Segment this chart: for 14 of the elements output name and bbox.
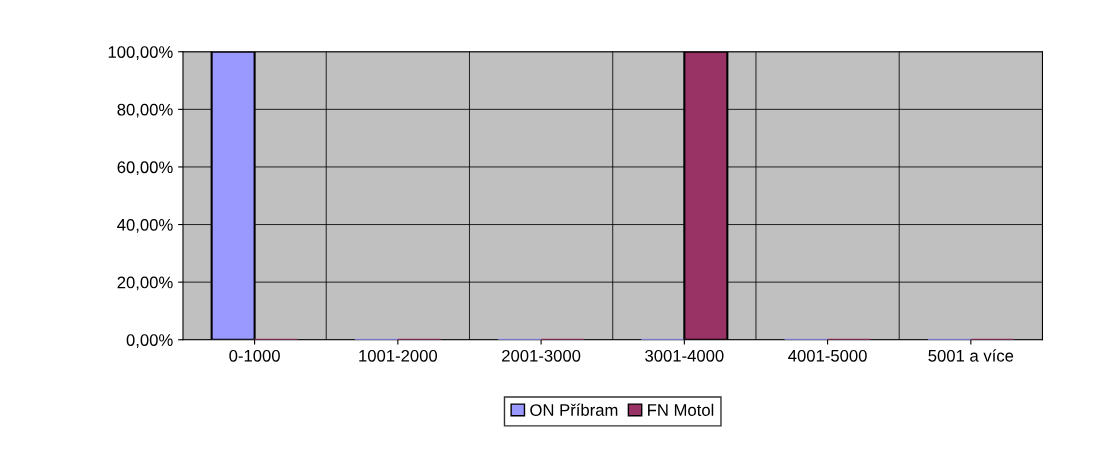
x-tick-label: 4001-5000 <box>788 349 867 362</box>
y-tick-label: 100,00% <box>108 46 173 60</box>
y-tick-label: 0,00% <box>126 334 173 348</box>
y-tick-label: 60,00% <box>117 161 173 176</box>
legend-label: ON Příbram <box>530 403 618 416</box>
y-tick-label: 40,00% <box>117 218 173 233</box>
x-tick-label: 2001-3000 <box>502 349 581 362</box>
y-tick-label: 80,00% <box>117 103 173 118</box>
legend-label: FN Motol <box>648 403 714 416</box>
y-tick-label: 20,00% <box>117 276 173 291</box>
x-tick-label: 1001-2000 <box>359 349 438 362</box>
x-tick-label: 5001 a více <box>928 349 1014 362</box>
x-tick-label: 0-1000 <box>229 349 280 362</box>
x-tick-label: 3001-4000 <box>645 349 724 362</box>
